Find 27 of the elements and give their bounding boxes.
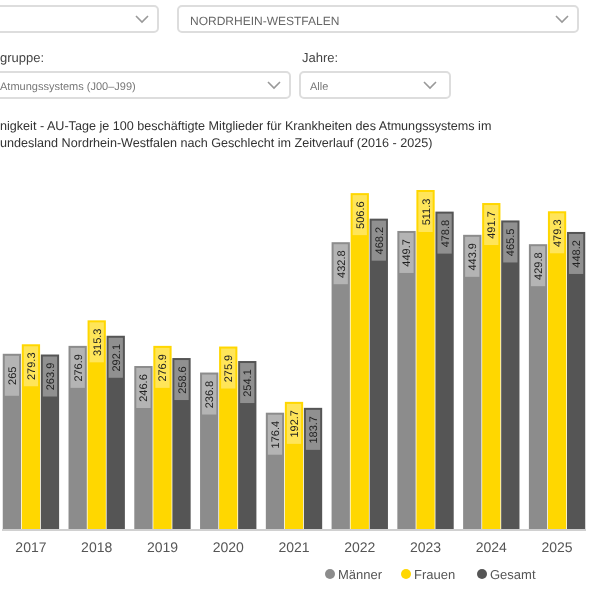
- bar: [2, 353, 22, 530]
- bar: [68, 345, 87, 530]
- bar: [238, 361, 257, 530]
- bar: [106, 335, 125, 530]
- bar: [369, 218, 388, 530]
- bar: [303, 407, 323, 530]
- bar: [331, 242, 350, 530]
- bar: [501, 220, 520, 530]
- bar: [566, 231, 586, 530]
- bar: [40, 354, 60, 530]
- bar: [134, 366, 153, 530]
- bar: [21, 344, 41, 530]
- bar: [219, 346, 238, 530]
- bar: [482, 203, 501, 530]
- bar: [87, 320, 106, 530]
- bar: [153, 345, 172, 530]
- bar: [172, 358, 191, 530]
- bar: [416, 190, 435, 530]
- bar: [528, 244, 548, 530]
- bar: [435, 211, 454, 530]
- bar: [265, 412, 285, 530]
- bar: [463, 234, 482, 530]
- bar: [397, 230, 416, 530]
- bar: [547, 211, 567, 530]
- bar: [284, 401, 304, 530]
- bar: [200, 372, 219, 530]
- bar: [350, 193, 369, 530]
